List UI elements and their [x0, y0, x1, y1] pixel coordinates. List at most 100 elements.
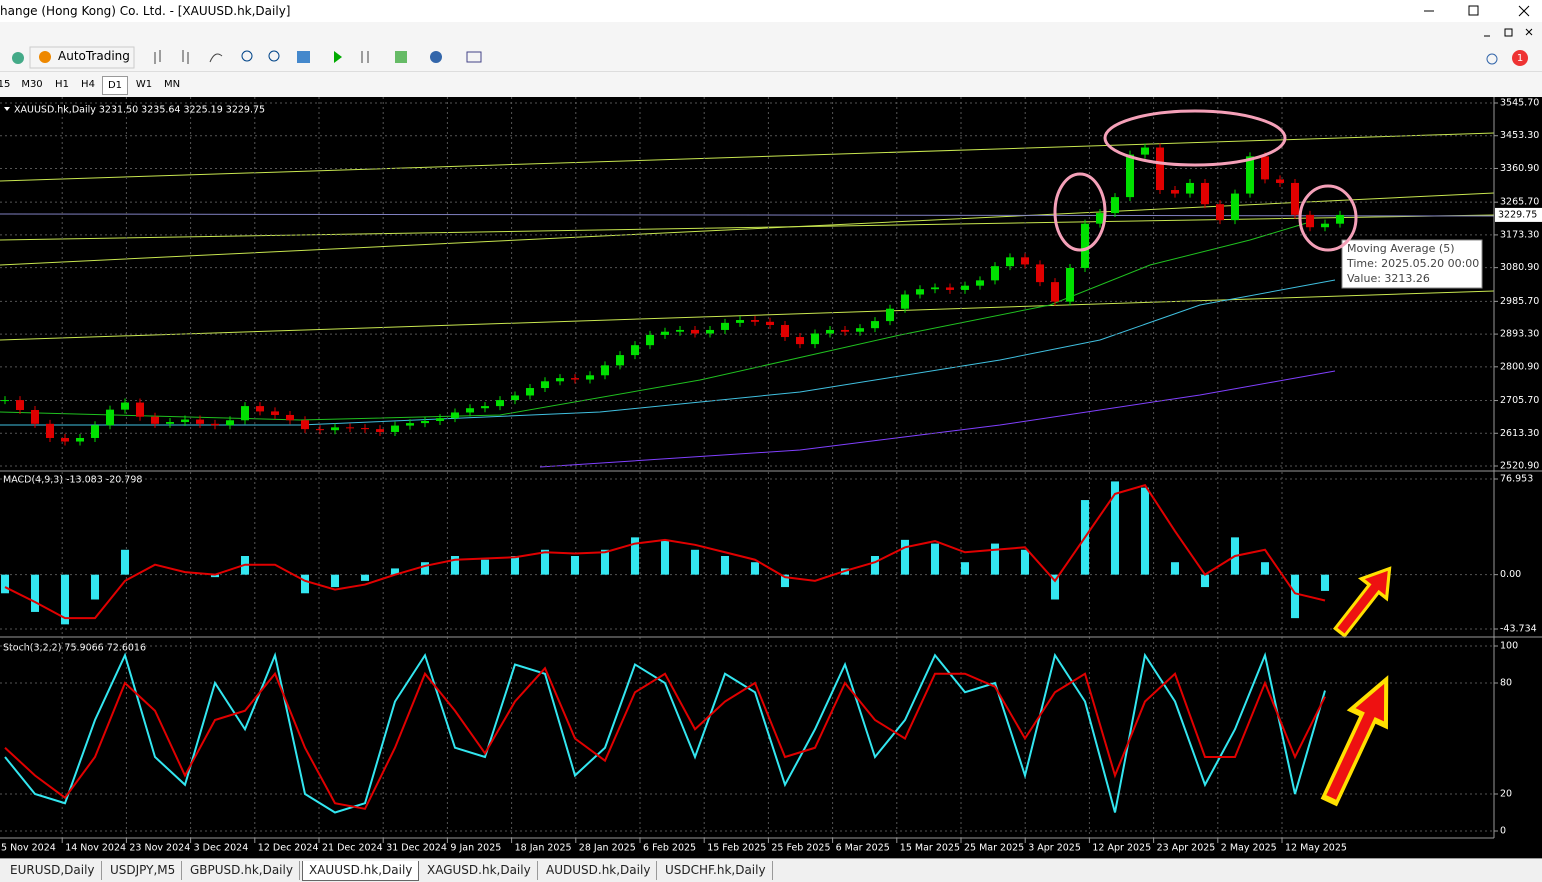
candle — [991, 266, 999, 281]
chart-tabs: EURUSD,Daily USDJPY,M5 GBPUSD.hk,Daily XAUU… — [0, 858, 1542, 882]
candle — [766, 321, 774, 325]
x-tick-label: 12 May 2025 — [1285, 843, 1347, 854]
x-tick-label: 3 Apr 2025 — [1028, 843, 1081, 854]
candle — [451, 412, 459, 419]
y-tick-label: 2520.90 — [1500, 461, 1539, 472]
candle — [841, 329, 849, 332]
y-tick-label: 0 — [1500, 826, 1506, 837]
candle — [16, 400, 24, 410]
y-tick-label: 3360.90 — [1500, 163, 1539, 174]
macd-bar — [1171, 562, 1179, 575]
candle — [1006, 257, 1014, 267]
chart-tab[interactable]: USDCHF.hk,Daily — [659, 861, 773, 880]
chart-tab[interactable]: EURUSD,Daily — [4, 861, 102, 880]
candle — [811, 333, 819, 345]
macd-bar — [421, 562, 429, 575]
candle — [151, 416, 159, 424]
y-tick-label: 3453.30 — [1500, 130, 1539, 141]
x-tick-label: 14 Nov 2024 — [65, 843, 126, 854]
candle — [616, 355, 624, 366]
chart-tab[interactable]: XAGUSD.hk,Daily — [421, 861, 538, 880]
timeframe-button[interactable]: H1 — [55, 79, 69, 90]
candle — [1231, 193, 1239, 221]
candle — [376, 429, 384, 432]
candle — [826, 329, 834, 334]
macd-bar — [301, 574, 309, 594]
candle — [1111, 197, 1119, 214]
pane-title: Stoch(3,2,2) 75.9066 72.6016 — [3, 643, 146, 654]
candle — [301, 420, 309, 430]
candle — [511, 395, 519, 401]
candle — [496, 400, 504, 407]
candle — [166, 422, 174, 424]
x-tick-label: 15 Mar 2025 — [900, 843, 960, 854]
x-tick-label: 23 Apr 2025 — [1157, 843, 1216, 854]
y-tick-label: 3173.30 — [1500, 229, 1539, 240]
candle — [1261, 156, 1269, 180]
macd-bar — [1261, 562, 1269, 575]
y-tick-label: 20 — [1500, 789, 1512, 800]
candle — [1216, 204, 1224, 221]
candle — [391, 425, 399, 432]
menu-bar — [0, 22, 1542, 44]
candle — [1276, 179, 1284, 183]
candle — [706, 329, 714, 334]
candle — [661, 331, 669, 335]
toolbar: AutoTrading 1 — [0, 44, 1542, 72]
candle — [1171, 190, 1179, 194]
candle — [256, 406, 264, 412]
macd-bar — [931, 543, 939, 575]
macd-bar — [1141, 487, 1149, 575]
candle — [1126, 154, 1134, 198]
candle — [1306, 214, 1314, 228]
macd-bar — [451, 556, 459, 575]
macd-bar — [661, 539, 669, 575]
candle — [1186, 182, 1194, 194]
candle — [1, 400, 9, 402]
chart-tab[interactable]: GBPUSD.hk,Daily — [184, 861, 300, 880]
autotrading-button[interactable]: AutoTrading — [58, 49, 130, 63]
candle — [691, 329, 699, 334]
candle — [226, 420, 234, 426]
x-tick-label: 18 Jan 2025 — [515, 843, 572, 854]
candle — [871, 321, 879, 329]
y-tick-label: 2613.30 — [1500, 428, 1539, 439]
y-tick-label: 2800.90 — [1500, 361, 1539, 372]
chart-tab[interactable]: USDJPY,M5 — [104, 861, 183, 880]
candle — [541, 381, 549, 389]
chart-tab[interactable]: XAUUSD.hk,Daily — [302, 861, 420, 881]
notification-badge: 1 — [1517, 53, 1523, 64]
stoch-line — [4, 666, 1326, 810]
candle — [121, 402, 129, 410]
macd-bar — [781, 574, 789, 588]
timeframe-button[interactable]: W1 — [135, 79, 153, 90]
timeframe-button[interactable]: 15 — [0, 79, 11, 90]
timeframe-button[interactable]: MN — [163, 79, 181, 90]
pane-title: MACD(4,9,3) -13.083 -20.798 — [3, 475, 142, 486]
candle — [916, 289, 924, 295]
timeframe-button[interactable]: H4 — [81, 79, 95, 90]
candle — [961, 285, 969, 290]
candle — [736, 320, 744, 323]
macd-bar — [1021, 549, 1029, 575]
macd-bar — [631, 537, 639, 575]
x-tick-label: 9 Jan 2025 — [450, 843, 501, 854]
x-tick-label: 21 Dec 2024 — [322, 843, 383, 854]
candle — [91, 425, 99, 438]
x-tick-label: 25 Mar 2025 — [964, 843, 1024, 854]
candle — [46, 423, 54, 438]
candle — [796, 337, 804, 345]
candle — [1081, 223, 1089, 268]
macd-bar — [481, 559, 489, 575]
candle — [1141, 147, 1149, 155]
candle — [631, 345, 639, 356]
macd-bar — [31, 574, 39, 612]
macd-bar — [691, 549, 699, 575]
timeframe-button[interactable]: D1 — [102, 76, 128, 95]
candle — [481, 406, 489, 409]
candle — [856, 328, 864, 332]
timeframe-button[interactable]: M30 — [21, 79, 43, 90]
y-tick-label: 3545.70 — [1500, 98, 1539, 109]
candle — [571, 378, 579, 380]
chart-tab[interactable]: AUDUSD.hk,Daily — [540, 861, 658, 880]
